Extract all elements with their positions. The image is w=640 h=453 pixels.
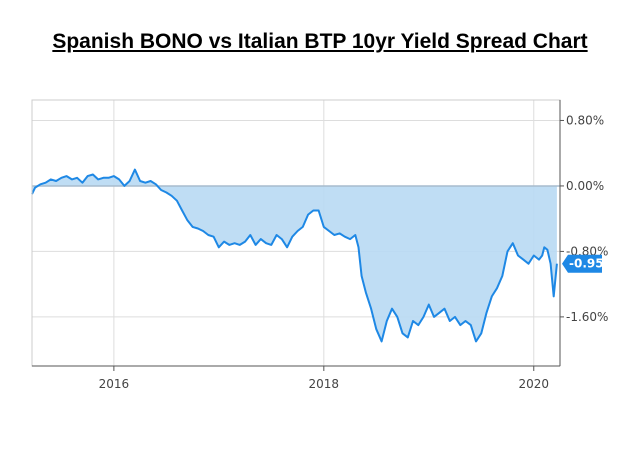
y-tick-label-3: -1.60% — [566, 310, 608, 324]
y-tick-label-1: 0.00% — [566, 179, 604, 193]
last-value-label: -0.95% — [569, 257, 616, 271]
x-tick-label-2: 2020 — [518, 377, 549, 391]
y-axis: 0.80%0.00%-0.80%-1.60% — [559, 100, 608, 366]
x-tick-label-0: 2016 — [99, 377, 130, 391]
spread-series-line — [31, 168, 558, 343]
last-value-badge-shape — [562, 254, 602, 273]
y-tick-label-0: 0.80% — [566, 113, 604, 127]
x-tick-label-1: 2018 — [309, 377, 340, 391]
spread-area-fill — [32, 169, 557, 342]
last-value-badge: -0.95% — [562, 254, 616, 273]
chart-title: Spanish BONO vs Italian BTP 10yr Yield S… — [52, 30, 588, 53]
x-axis: 2016 2018 2020 — [32, 365, 560, 391]
